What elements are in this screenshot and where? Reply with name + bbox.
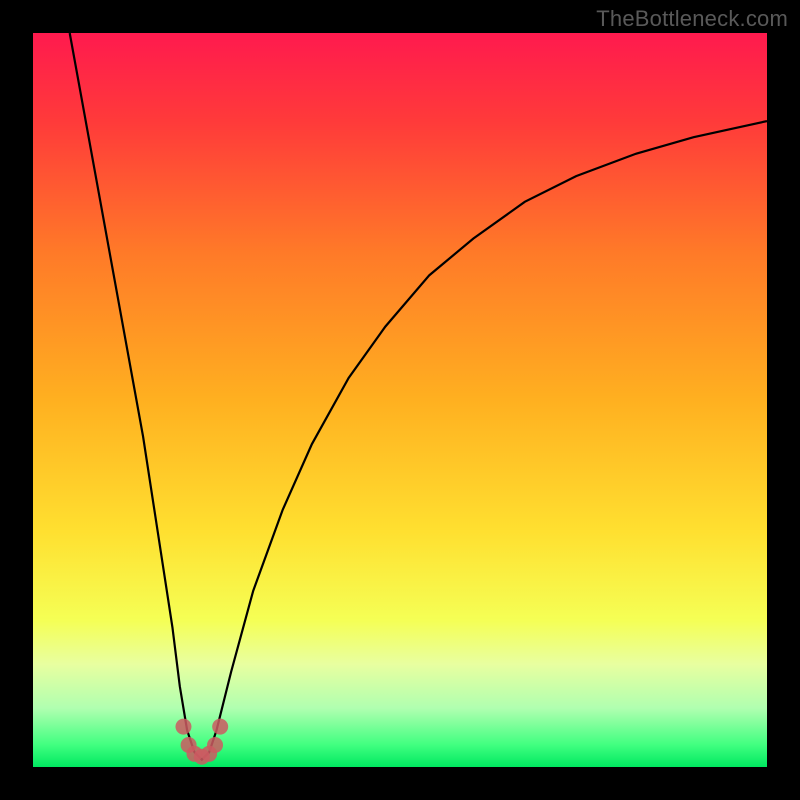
watermark-text: TheBottleneck.com bbox=[596, 6, 788, 32]
trough-marker-group bbox=[175, 719, 228, 765]
trough-marker bbox=[175, 719, 191, 735]
bottleneck-curve bbox=[70, 33, 767, 760]
trough-marker bbox=[212, 719, 228, 735]
chart-svg bbox=[33, 33, 767, 767]
plot-area bbox=[33, 33, 767, 767]
trough-marker bbox=[207, 737, 223, 753]
